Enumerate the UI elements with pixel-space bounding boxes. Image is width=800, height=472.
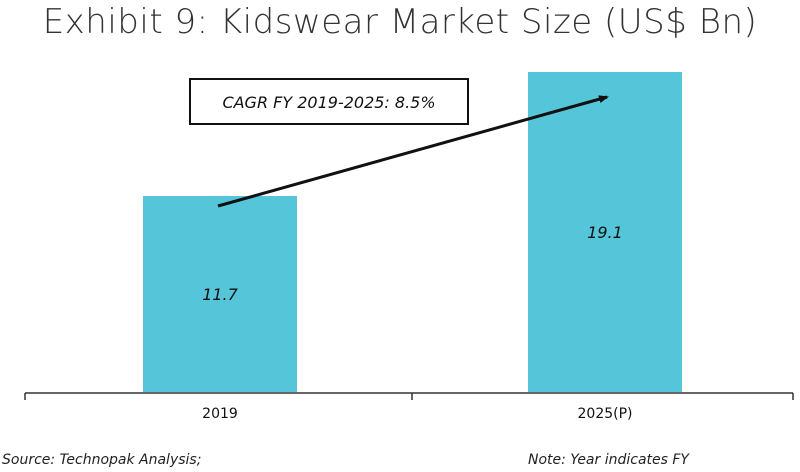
source-note: Source: Technopak Analysis; xyxy=(2,452,202,468)
bar-2025(P) xyxy=(528,72,682,392)
cagr-annotation-box xyxy=(189,78,469,125)
year-note: Note: Year indicates FY xyxy=(528,452,689,468)
tick-labels-layer: 2019 2025(P) xyxy=(202,406,632,422)
x-tick-label-2019: 2019 xyxy=(202,406,238,422)
chart-title: Exhibit 9: Kidswear Market Size (US$ Bn) xyxy=(42,2,758,42)
bars-layer: 11.7 19.1 xyxy=(143,72,682,392)
cagr-arrow xyxy=(217,95,609,208)
data-label-2025(P): 19.1 xyxy=(587,223,623,242)
cagr-annotation-text: CAGR FY 2019-2025: 8.5% xyxy=(222,93,435,112)
x-tick-label-2025(P): 2025(P) xyxy=(578,406,633,422)
bar-2019 xyxy=(143,195,297,392)
data-label-2019: 11.7 xyxy=(202,285,238,304)
